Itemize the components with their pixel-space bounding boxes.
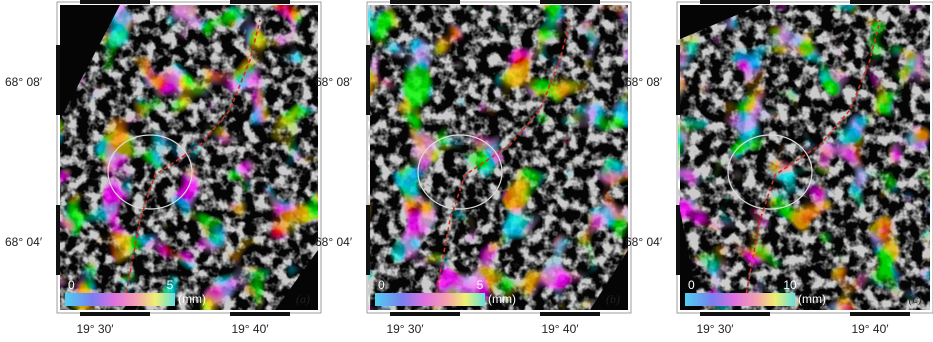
colorbar-ramp: [65, 293, 175, 306]
colorbar-ramp: [375, 293, 485, 306]
lon-label: 19° 30′: [76, 322, 114, 336]
fringes: [368, 5, 628, 310]
frame-bar: [540, 0, 600, 4]
frame-bar: [676, 45, 680, 115]
colorbar-max: 5: [477, 278, 484, 292]
colorbar-max: 5: [167, 278, 174, 292]
colorbar-unit: (mm): [488, 292, 516, 306]
colorbar-unit: (mm): [178, 292, 206, 306]
figure: 68° 08′68° 04′19° 30′19° 40′05(mm)(a)68°…: [0, 0, 933, 342]
lon-label: 19° 40′: [231, 322, 269, 336]
colorbar-unit: (mm): [798, 292, 826, 306]
frame-bar: [366, 205, 370, 275]
frame-bar: [56, 45, 60, 115]
panel-label: (c): [909, 292, 922, 306]
frame-bar: [676, 205, 680, 275]
colorbar-min: 0: [688, 278, 695, 292]
lat-label: 68° 04′: [5, 235, 43, 249]
frame-bar: [80, 312, 150, 316]
lat-label: 68° 08′: [315, 75, 353, 89]
frame-bar: [850, 312, 910, 316]
frame-bar: [540, 312, 600, 316]
frame-bar: [390, 0, 460, 4]
colorbar-min: 0: [378, 278, 385, 292]
lon-label: 19° 30′: [386, 322, 424, 336]
frame-bar: [390, 312, 460, 316]
colorbar-min: 0: [68, 278, 75, 292]
panel: 68° 08′ 68° 04′ 19° 30′ 19° 40′ 0 10(mm) (c): [625, 0, 933, 336]
frame-bar: [230, 312, 290, 316]
colorbar-max: 10: [783, 278, 797, 292]
frame-bar: [366, 45, 370, 115]
frame-bar: [700, 0, 770, 4]
colorbar-ramp: [685, 293, 795, 306]
frame-bar: [700, 312, 770, 316]
lat-label: 68° 04′: [315, 235, 353, 249]
lat-label: 68° 04′: [625, 235, 663, 249]
frame-bar: [80, 0, 150, 4]
frame-bar: [230, 0, 290, 4]
lat-label: 68° 08′: [5, 75, 43, 89]
lon-label: 19° 40′: [851, 322, 889, 336]
panel: 68° 08′ 68° 04′ 19° 30′ 19° 40′ 0 5 (mm) (a): [5, 0, 321, 336]
panel-label: (b): [606, 292, 620, 306]
panel-label: (a): [296, 292, 310, 306]
lon-label: 19° 40′: [541, 322, 579, 336]
panel: 68° 08′ 68° 04′ 19° 30′ 19° 40′ 0 5 (mm) (b): [315, 0, 631, 336]
lat-label: 68° 08′: [625, 75, 663, 89]
lon-label: 19° 30′: [696, 322, 734, 336]
frame-bar: [850, 0, 910, 4]
fringes: [678, 5, 930, 310]
frame-bar: [56, 205, 60, 275]
